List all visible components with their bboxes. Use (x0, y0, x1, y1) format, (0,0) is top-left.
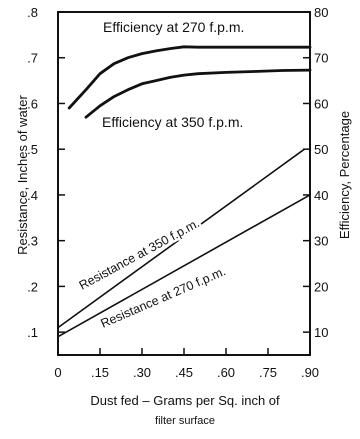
series-line-4: Resistance at 270 f.p.m. (57, 194, 311, 338)
x-tick-label: 0 (54, 365, 61, 380)
left-tick-label: .3 (27, 234, 38, 249)
x-tick-label: .60 (217, 365, 235, 380)
left-axis-title: Resistance, Inches of water (15, 94, 30, 254)
x-axis-title-line2: filter surface (155, 415, 215, 427)
right-axis-title: Efficiency, Percentage (337, 111, 352, 239)
right-tick-label: 40 (314, 188, 328, 203)
label-halo: Efficiency at 350 f.p.m. (102, 114, 243, 130)
plot-border (57, 11, 311, 356)
resistance-270-label: Resistance at 270 f.p.m. (99, 264, 228, 331)
left-tick-label: .4 (27, 188, 38, 203)
x-tick-label: .75 (259, 365, 277, 380)
right-tick-label: 30 (314, 234, 328, 249)
x-tick-label: .45 (175, 365, 193, 380)
x-tick-label: .30 (133, 365, 151, 380)
series-line-3: Resistance at 350 f.p.m. (57, 148, 306, 329)
right-tick-label: 50 (314, 142, 328, 157)
left-tick-label: .7 (27, 51, 38, 66)
efficiency-270-label: Efficiency at 270 f.p.m. (103, 19, 244, 35)
left-tick-label: .1 (27, 325, 38, 340)
left-tick-label: .6 (27, 96, 38, 111)
plot-frame (57, 11, 311, 356)
right-tick-label: 80 (314, 5, 328, 20)
left-tick-label: .2 (27, 279, 38, 294)
right-tick-label: 60 (314, 96, 328, 111)
right-tick-label: 70 (314, 51, 328, 66)
label-halo: Efficiency at 270 f.p.m. (103, 19, 244, 35)
x-tick-label: .90 (301, 365, 319, 380)
series-line-2: Efficiency at 350 f.p.m. (84, 68, 312, 119)
label-masks: Efficiency at 270 f.p.m. Efficiency at 35… (74, 17, 247, 334)
x-axis-title-line1: Dust fed – Grams per Sq. inch of (90, 393, 280, 408)
left-tick-label: .5 (27, 142, 38, 157)
right-tick-label: 10 (314, 325, 328, 340)
series-lines: Efficiency at 270 f.p.m.Efficiency at 35… (57, 45, 312, 338)
right-axis-ticks: 10 20 30 40 50 60 70 80 (303, 5, 328, 340)
efficiency-350-label: Efficiency at 350 f.p.m. (102, 114, 243, 130)
right-tick-label: 20 (314, 279, 328, 294)
series-line-1: Efficiency at 270 f.p.m. (67, 45, 312, 110)
left-axis-ticks: .1 .2 .3 .4 .5 .6 .7 .8 (27, 5, 65, 340)
x-tick-label: .15 (91, 365, 109, 380)
left-tick-label: .8 (27, 5, 38, 20)
x-axis-ticks: 0 .15 .30 .45 .60 .75 .90 (54, 348, 319, 380)
